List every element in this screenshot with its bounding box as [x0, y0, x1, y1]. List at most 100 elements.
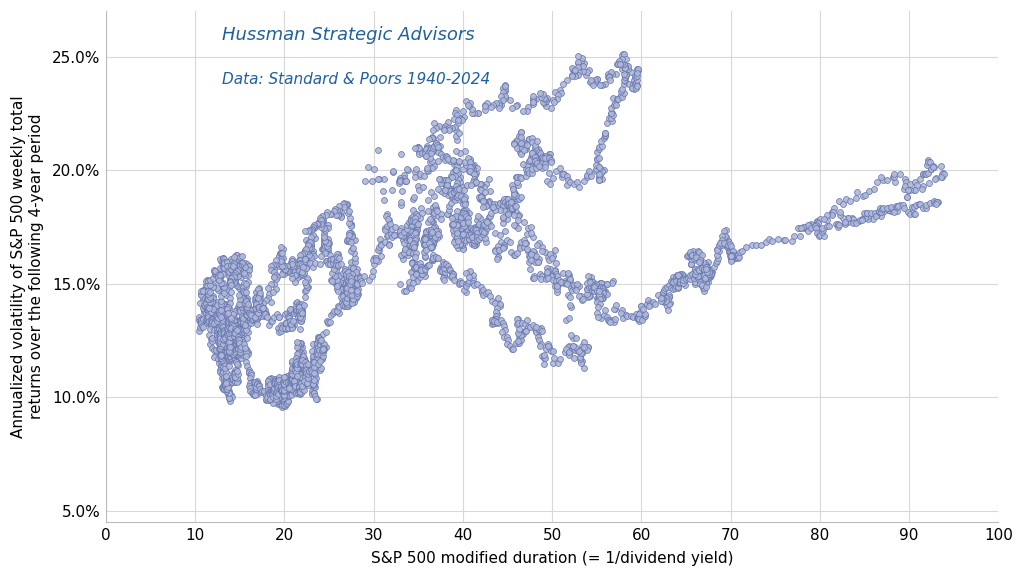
Point [285, 385, 301, 395]
Point [248, 306, 264, 315]
Point [228, 342, 245, 351]
Point [490, 245, 507, 254]
Point [408, 216, 424, 226]
Point [213, 357, 229, 366]
Point [656, 294, 673, 304]
Point [809, 217, 825, 226]
Point [221, 334, 238, 343]
Point [442, 171, 459, 181]
Point [291, 302, 307, 312]
Point [208, 345, 224, 354]
Point [314, 343, 331, 353]
Point [216, 384, 232, 394]
Point [561, 270, 578, 279]
Point [629, 72, 645, 81]
Point [796, 223, 812, 232]
Point [267, 388, 284, 397]
Point [283, 304, 299, 313]
Point [273, 395, 290, 404]
Point [211, 306, 227, 316]
Point [284, 322, 300, 331]
Point [233, 315, 250, 324]
Point [314, 354, 331, 364]
Point [511, 243, 527, 253]
Point [338, 284, 354, 293]
Point [314, 345, 331, 354]
Point [439, 261, 456, 270]
Point [312, 351, 329, 361]
Point [317, 223, 334, 233]
Point [275, 381, 292, 390]
Point [295, 374, 311, 383]
Point [360, 163, 377, 172]
Point [477, 237, 494, 246]
Point [219, 345, 236, 354]
Point [570, 63, 587, 72]
Point [285, 375, 301, 384]
Point [522, 323, 539, 332]
Point [298, 379, 314, 388]
Point [523, 223, 540, 232]
Point [636, 312, 652, 321]
Point [425, 250, 441, 260]
Point [331, 308, 347, 317]
Point [338, 269, 354, 279]
Point [234, 310, 251, 320]
Point [220, 377, 237, 387]
Point [498, 195, 514, 204]
Point [224, 372, 241, 381]
Point [207, 303, 223, 312]
Point [282, 308, 298, 317]
Point [297, 376, 313, 385]
Point [254, 306, 270, 315]
Point [226, 252, 243, 261]
Point [290, 306, 306, 315]
Point [393, 230, 410, 239]
Point [526, 144, 543, 153]
Point [453, 217, 469, 226]
Point [419, 163, 435, 173]
Point [256, 310, 272, 320]
Point [501, 335, 517, 344]
Point [523, 158, 540, 167]
Point [278, 265, 294, 275]
Point [570, 51, 587, 60]
Point [505, 183, 521, 192]
Point [201, 299, 217, 309]
Point [376, 174, 392, 183]
Point [404, 242, 421, 251]
Point [540, 339, 556, 348]
Point [453, 233, 469, 242]
Point [306, 392, 323, 401]
Point [402, 215, 419, 224]
Point [268, 376, 285, 385]
Point [811, 231, 827, 240]
Point [267, 390, 284, 399]
Point [236, 260, 252, 269]
Point [613, 58, 630, 68]
Point [223, 260, 240, 269]
Point [796, 224, 812, 233]
Point [238, 308, 254, 317]
Point [205, 281, 221, 290]
Point [613, 64, 630, 73]
Point [340, 279, 356, 288]
Point [316, 248, 333, 257]
Point [322, 210, 338, 219]
Point [223, 353, 240, 362]
Point [809, 218, 825, 227]
Point [783, 237, 800, 246]
Point [339, 287, 355, 296]
Point [467, 234, 483, 243]
Point [537, 354, 553, 363]
Point [297, 293, 313, 302]
Point [534, 242, 550, 252]
Point [657, 294, 674, 304]
Point [445, 159, 462, 168]
Point [425, 144, 441, 153]
Point [346, 294, 362, 303]
Point [281, 380, 297, 389]
Point [306, 362, 323, 372]
Point [525, 151, 542, 160]
Point [323, 317, 339, 327]
